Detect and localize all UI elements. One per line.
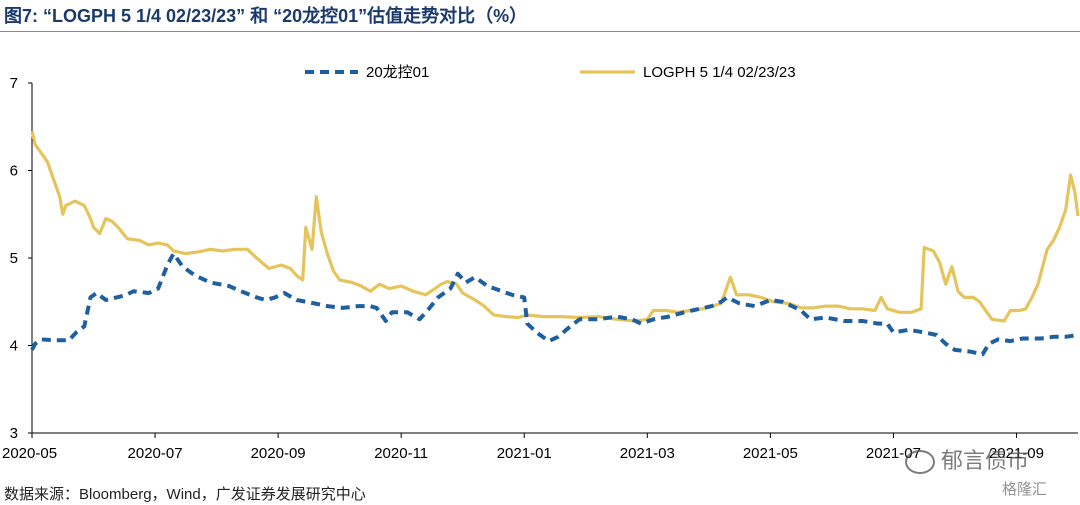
watermark: 郁言债市	[905, 443, 1029, 475]
y-tick-label: 6	[10, 163, 18, 180]
chart-title: 图7: “LOGPH 5 1/4 02/23/23” 和 “20龙控01”估值走…	[4, 6, 528, 26]
y-tick-label: 3	[10, 425, 18, 442]
series-layer	[30, 130, 1080, 357]
y-tick-label: 4	[10, 338, 18, 355]
legend: 20龙控01 LOGPH 5 1/4 02/23/23	[305, 64, 796, 81]
series-line-longkong	[30, 251, 1079, 357]
legend-label-logph: LOGPH 5 1/4 02/23/23	[643, 64, 796, 81]
axes: 3 4 5 6 7 2020-05 2020-07 2020-09 2020-11 2021-01…	[2, 75, 1078, 462]
wechat-icon	[905, 450, 935, 475]
x-tick-label: 2020-07	[128, 445, 183, 462]
source-note: 数据来源：Bloomberg，Wind，广发证券发展研究中心	[4, 486, 366, 503]
legend-label-longkong: 20龙控01	[366, 64, 429, 81]
x-tick-label: 2021-05	[743, 445, 798, 462]
title-divider	[0, 31, 1080, 32]
watermark-text: 郁言债市	[941, 448, 1030, 473]
x-tick-label: 2021-03	[620, 445, 675, 462]
watermark-secondary: 格隆汇	[1002, 481, 1048, 498]
x-tick-label: 2020-09	[251, 445, 306, 462]
x-tick-label: 2020-05	[2, 445, 57, 462]
x-tick-label: 2021-01	[497, 445, 552, 462]
series-line-logph	[30, 130, 1080, 323]
y-tick-label: 7	[10, 75, 18, 92]
y-tick-label: 5	[10, 250, 18, 267]
line-chart: 3 4 5 6 7 2020-05 2020-07 2020-09 2020-11 2021-01…	[2, 64, 1080, 462]
x-tick-label: 2021-09	[989, 445, 1044, 462]
x-tick-label: 2020-11	[374, 445, 428, 462]
